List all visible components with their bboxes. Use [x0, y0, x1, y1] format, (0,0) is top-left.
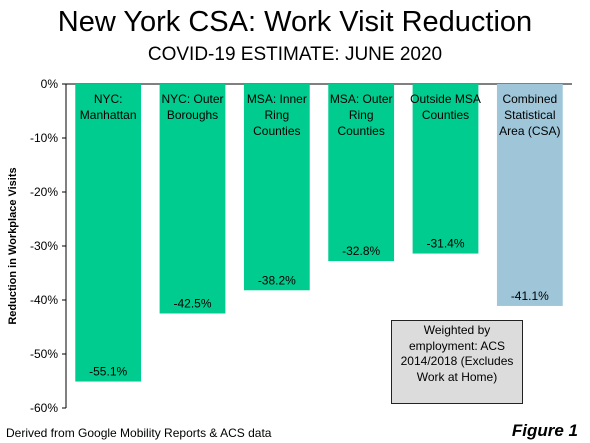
bar — [75, 84, 142, 382]
figure-label: Figure 1 — [511, 421, 578, 440]
category-label: Boroughs — [167, 108, 218, 122]
y-axis-title: Reduction in Workplace Visits — [7, 167, 19, 324]
note-line: Work at Home) — [416, 369, 498, 384]
category-label: NYC: — [94, 92, 123, 106]
y-tick-label: -50% — [30, 347, 58, 361]
category-label: Ring — [349, 108, 374, 122]
axes: 0% -10% -20% -30% -40% -50% -60% Reduction in W… — [7, 77, 572, 415]
bar — [496, 84, 563, 306]
bar — [412, 84, 479, 254]
category-label: Statistical — [504, 108, 555, 122]
category-label: Counties — [422, 108, 469, 122]
category-label: MSA: Inner — [247, 92, 307, 106]
data-label: -42.5% — [173, 297, 211, 311]
labels: NYC: Manhattan -55.1% NYC: Outer Boroughs -42… — [80, 92, 561, 379]
chart-title: New York CSA: Work Visit Reduction — [57, 6, 533, 38]
bars — [75, 84, 563, 382]
category-label: Counties — [253, 124, 300, 138]
weighting-note: Weighted by employment: ACS 2014/2018 (E… — [391, 320, 523, 404]
data-label: -55.1% — [89, 365, 127, 379]
bar — [159, 84, 226, 314]
bar — [243, 84, 310, 291]
note-line: employment: ACS — [408, 338, 506, 353]
bar — [328, 84, 395, 262]
data-label: -41.1% — [511, 289, 549, 303]
category-label: Manhattan — [80, 108, 137, 122]
category-label: Outside MSA — [410, 92, 481, 106]
category-label: Ring — [264, 108, 289, 122]
category-label: Combined — [502, 92, 557, 106]
note-line: 2014/2018 (Excludes — [400, 354, 514, 368]
y-tick-label: 0% — [41, 77, 59, 91]
category-label: Counties — [337, 124, 384, 138]
y-tick-label: -10% — [30, 131, 58, 145]
data-label: -32.8% — [342, 244, 380, 258]
y-tick-label: -60% — [30, 401, 58, 415]
y-tick-label: -40% — [30, 293, 58, 307]
chart-subtitle: COVID-19 ESTIMATE: JUNE 2020 — [147, 44, 443, 65]
category-label: MSA: Outer — [330, 92, 393, 106]
category-label: Area (CSA) — [499, 124, 560, 138]
data-label: -38.2% — [258, 273, 296, 287]
y-tick-label: -20% — [30, 185, 58, 199]
data-label: -31.4% — [426, 237, 464, 251]
source-note: Derived from Google Mobility Reports & A… — [6, 426, 272, 440]
category-label: NYC: Outer — [161, 92, 223, 106]
y-tick-label: -30% — [30, 239, 58, 253]
note-line: Weighted by — [423, 323, 491, 337]
